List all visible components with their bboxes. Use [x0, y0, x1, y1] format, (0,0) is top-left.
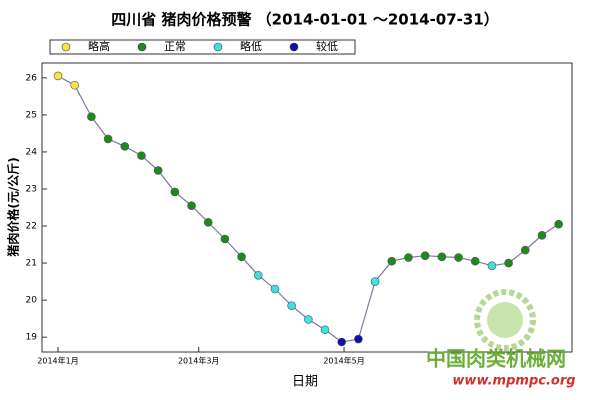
point	[304, 315, 313, 324]
legend-label: 正常	[164, 40, 186, 53]
point	[137, 151, 146, 160]
point	[287, 301, 296, 310]
watermark-name: 中国肉类机械网	[426, 347, 566, 371]
point	[153, 166, 163, 175]
point	[437, 252, 447, 262]
legend-marker	[289, 42, 299, 52]
y-tick-label: 23	[26, 184, 37, 194]
y-tick-label: 25	[26, 110, 37, 120]
y-tick-label: 19	[26, 333, 38, 343]
x-tick-label: 2014年3月	[178, 356, 219, 366]
point	[220, 234, 230, 244]
point	[487, 261, 497, 270]
y-tick-label: 21	[26, 259, 37, 269]
x-axis-label: 日期	[292, 375, 318, 390]
point	[187, 201, 196, 210]
point	[53, 71, 63, 81]
point	[470, 256, 480, 266]
x-tick-label: 2014年5月	[323, 356, 364, 366]
legend-box	[49, 39, 356, 55]
y-tick-label: 24	[26, 147, 38, 157]
point	[170, 187, 180, 197]
legend-marker	[213, 42, 223, 52]
point	[87, 112, 96, 122]
point	[537, 230, 547, 240]
point	[203, 218, 213, 227]
point	[504, 258, 513, 268]
point	[520, 245, 530, 255]
point	[404, 253, 413, 262]
point	[70, 80, 80, 90]
y-tick-label: 22	[26, 222, 37, 232]
point	[370, 277, 380, 286]
point	[237, 252, 246, 262]
point	[387, 256, 397, 266]
chart-title: 四川省 猪肉价格预警 （2014-01-01 ～2014-07-31）	[111, 11, 499, 29]
point	[103, 134, 113, 144]
point	[337, 337, 347, 347]
point	[420, 251, 430, 260]
point	[354, 334, 363, 344]
point	[120, 142, 130, 151]
legend-label: 略高	[88, 39, 110, 53]
watermark-url: www.mpmpc.org	[452, 374, 575, 389]
logo	[474, 289, 536, 351]
legend-marker	[137, 42, 147, 52]
y-tick-label: 26	[26, 73, 38, 83]
plot-frame	[41, 62, 573, 353]
point	[454, 253, 463, 262]
y-tick-label: 20	[26, 296, 38, 306]
point	[253, 271, 263, 280]
point	[554, 219, 563, 229]
y-axis-label: 猪肉价格(元/公斤)	[6, 157, 21, 257]
legend-label: 略低	[240, 39, 262, 53]
legend-label: 较低	[316, 39, 338, 53]
x-tick-label: 2014年1月	[37, 356, 78, 366]
legend-marker	[61, 42, 71, 52]
point	[270, 284, 280, 294]
point	[320, 325, 330, 335]
